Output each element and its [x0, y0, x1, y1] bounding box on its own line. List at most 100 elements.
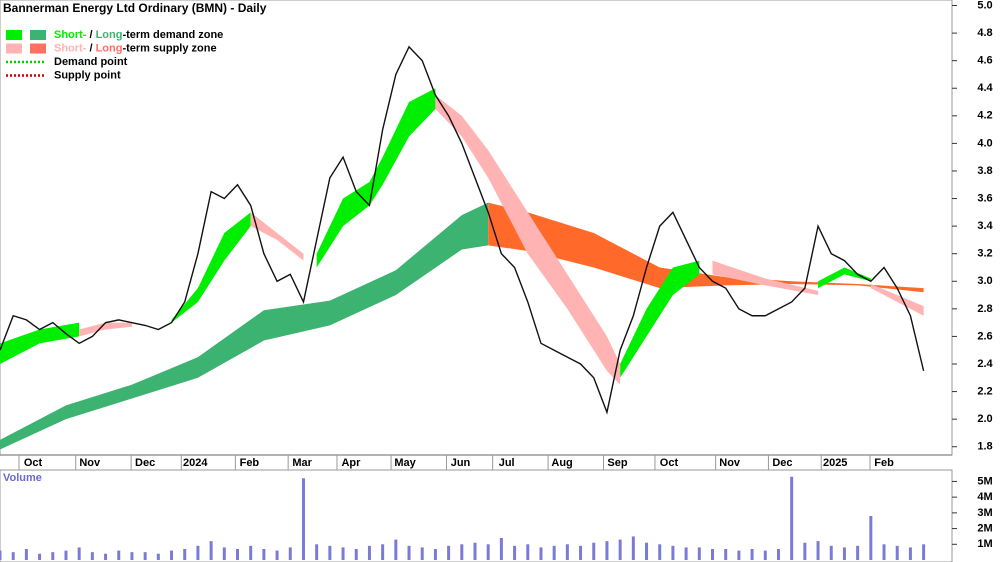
volume-bar [565, 544, 569, 560]
volume-bar [222, 547, 226, 560]
volume-bar [460, 544, 464, 560]
x-tick-label: Oct [24, 457, 43, 469]
volume-bar [711, 549, 714, 560]
legend-text: Short- [54, 29, 87, 41]
volume-bar [618, 539, 622, 560]
x-tick-label: Oct [660, 457, 679, 469]
volume-bar [433, 549, 437, 560]
y-tick-label: 4.6 [977, 55, 992, 67]
x-tick-label: 2025 [823, 457, 847, 469]
volume-bar [447, 545, 451, 560]
x-tick-label: Nov [79, 457, 101, 469]
volume-bar [11, 552, 15, 560]
volume-bar [671, 545, 675, 560]
volume-bar [156, 553, 160, 560]
volume-bar [381, 544, 385, 560]
volume-bar [51, 552, 55, 560]
volume-bar [579, 545, 583, 560]
volume-bar [315, 544, 319, 560]
volume-bar [473, 542, 477, 560]
volume-bar [882, 544, 886, 560]
volume-bar [776, 549, 780, 560]
volume-bar [697, 547, 701, 560]
y-tick-label: 4M [977, 491, 992, 503]
y-tick-label: 2.2 [977, 385, 992, 397]
volume-bar [24, 549, 28, 560]
volume-bar [895, 545, 899, 560]
volume-bar [236, 549, 239, 560]
volume-bar [829, 545, 833, 560]
legend-swatch [30, 30, 46, 40]
volume-bar [209, 541, 213, 560]
zone-band [0, 322, 80, 364]
y-tick-label: 3.8 [977, 165, 992, 177]
volume-bar [262, 549, 266, 560]
volume-bar [420, 547, 424, 560]
x-tick-label: 2024 [183, 457, 208, 469]
chart-title: Bannerman Energy Ltd Ordinary (BMN) - Da… [3, 1, 267, 15]
volume-bar [684, 547, 688, 560]
volume-bar [737, 550, 741, 560]
zone-band [0, 202, 489, 450]
volume-bar [803, 542, 807, 560]
volume-bar [513, 545, 517, 560]
x-tick-label: Dec [135, 457, 155, 469]
y-tick-label: 4.0 [977, 137, 992, 149]
y-tick-label: 1.8 [977, 441, 992, 453]
y-tick-label: 4.8 [977, 27, 992, 39]
volume-bar [196, 545, 200, 560]
zone-band [250, 212, 304, 261]
volume-bar [170, 550, 174, 560]
y-tick-label: 3.2 [977, 248, 992, 260]
x-tick-label: Mar [292, 457, 312, 469]
legend-text: / [86, 42, 95, 54]
price-line [0, 45, 925, 415]
legend-label: Demand point [54, 56, 128, 68]
legend-label: Short- / Long-term demand zone [54, 29, 223, 41]
y-tick-label: 1M [977, 538, 992, 550]
y-tick-label: 2.0 [977, 413, 992, 425]
volume-bar [328, 545, 332, 560]
volume-bar [631, 536, 635, 560]
x-tick-label: Feb [874, 457, 894, 469]
volume-bar [526, 544, 530, 560]
volume-bar [249, 545, 253, 560]
zone-band [620, 260, 700, 378]
volume-bar [750, 549, 754, 560]
volume-bar [0, 550, 2, 560]
volume-bar [605, 541, 609, 560]
volume-bar [922, 544, 926, 560]
legend-text: Long [96, 29, 123, 41]
x-tick-label: Sep [607, 457, 627, 469]
volume-bar [183, 549, 187, 560]
y-tick-label: 2.8 [977, 303, 992, 315]
volume-bar [64, 550, 68, 560]
legend-text: / [86, 29, 95, 41]
volume-bar [658, 544, 662, 560]
volume-bar [539, 547, 543, 560]
volume-bar [38, 553, 42, 560]
zone-band [870, 284, 924, 316]
zone-band [79, 322, 132, 337]
volume-bar [143, 552, 147, 560]
y-tick-label: 5.0 [977, 0, 992, 11]
volume-bar [394, 539, 398, 560]
x-tick-label: Dec [772, 457, 792, 469]
legend-swatch [6, 30, 22, 40]
legend-text: Short- [54, 42, 87, 54]
x-tick-label: Jul [499, 457, 515, 469]
x-tick-label: May [394, 457, 416, 469]
volume-bar [724, 549, 728, 560]
zone-band [171, 212, 251, 323]
legend-label: Short- / Long-term supply zone [54, 42, 217, 54]
volume-bar [592, 542, 596, 560]
legend-text: Long [96, 42, 123, 54]
volume-bar [869, 516, 873, 560]
volume-bar [816, 541, 820, 560]
legend-swatch [6, 43, 22, 54]
y-tick-label: 4.2 [977, 110, 992, 122]
zone-band [818, 267, 871, 289]
volume-bar [341, 547, 345, 560]
volume-bar [908, 547, 912, 560]
volume-bar [275, 550, 279, 560]
